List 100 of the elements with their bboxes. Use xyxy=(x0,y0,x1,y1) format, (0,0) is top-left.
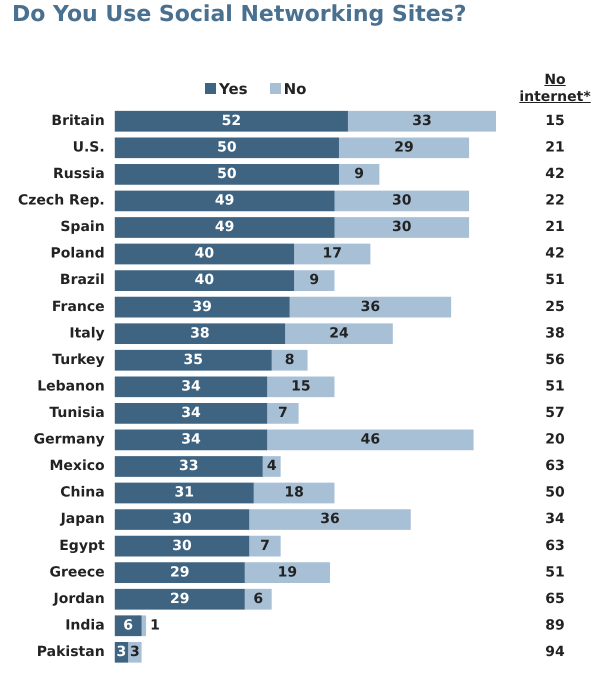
data-label: 6 xyxy=(123,617,134,634)
bar xyxy=(114,190,334,212)
data-label: 40 xyxy=(194,272,214,288)
data-label: 50 xyxy=(217,139,237,156)
legend-label: No xyxy=(282,80,306,98)
y-tick-label: Italy xyxy=(69,325,105,342)
bar xyxy=(114,509,250,530)
y-tick-label: Czech Rep. xyxy=(18,192,105,209)
text: 38 xyxy=(545,325,565,342)
bar xyxy=(338,164,380,185)
y-tick-label: Germany xyxy=(34,432,105,448)
bar xyxy=(114,164,339,185)
data-label: 24 xyxy=(329,325,349,342)
data-label: 36 xyxy=(320,511,340,528)
bar xyxy=(114,536,250,556)
bar xyxy=(254,482,334,504)
data-label: 36 xyxy=(360,298,380,315)
bar xyxy=(285,323,393,344)
bar xyxy=(272,350,308,371)
bar xyxy=(114,402,268,424)
bar xyxy=(114,456,263,477)
bar xyxy=(142,615,146,636)
text: 34 xyxy=(545,511,565,528)
y-tick-label: Greece xyxy=(49,564,105,580)
data-label: 9 xyxy=(309,272,320,288)
text: 25 xyxy=(545,298,565,315)
y-tick-label: Jordan xyxy=(52,590,105,607)
data-label: 40 xyxy=(194,246,214,262)
y-tick-label: Poland xyxy=(50,246,105,262)
y-tick-label: France xyxy=(52,298,105,315)
data-label: 49 xyxy=(214,219,234,236)
data-label: 46 xyxy=(360,432,380,448)
text: 63 xyxy=(545,458,565,474)
text: 42 xyxy=(545,246,565,262)
text: 51 xyxy=(545,564,565,580)
y-tick-label: Pakistan xyxy=(36,644,105,660)
text: 42 xyxy=(545,166,565,182)
y-tick-label: Lebanon xyxy=(37,378,105,394)
text: 94 xyxy=(545,644,565,660)
bar xyxy=(348,110,496,132)
data-label: 49 xyxy=(214,192,234,209)
legend-label: Yes xyxy=(218,80,248,98)
data-label: 34 xyxy=(181,378,201,394)
data-label: 8 xyxy=(284,352,295,368)
data-label: 30 xyxy=(392,192,412,209)
bar xyxy=(294,244,370,264)
data-label: 18 xyxy=(284,484,304,501)
y-tick-label: Brazil xyxy=(60,272,105,288)
bar xyxy=(114,350,272,371)
bar xyxy=(114,270,294,291)
data-label: 34 xyxy=(181,404,201,421)
data-label: 30 xyxy=(172,538,192,554)
bar xyxy=(114,376,268,398)
y-tick-label: Egypt xyxy=(59,538,105,554)
data-label: 19 xyxy=(278,564,298,580)
y-tick-label: China xyxy=(60,484,105,501)
text: 51 xyxy=(545,272,565,288)
y-tick-label: Turkey xyxy=(52,352,105,368)
bar xyxy=(290,296,452,318)
data-label: 29 xyxy=(170,590,190,607)
data-label: 35 xyxy=(183,352,203,368)
data-label: 52 xyxy=(222,112,242,129)
text: 56 xyxy=(545,352,565,368)
text: 15 xyxy=(545,112,565,129)
data-label: 6 xyxy=(253,590,264,607)
bar xyxy=(114,588,245,610)
text: 20 xyxy=(545,432,565,448)
text: 21 xyxy=(545,219,565,236)
data-label: 33 xyxy=(178,458,198,474)
data-label: 33 xyxy=(412,112,432,129)
bar xyxy=(114,562,245,584)
bar xyxy=(114,482,254,504)
data-label: 4 xyxy=(266,458,277,474)
y-tick-label: Britain xyxy=(51,112,105,129)
data-label: 1 xyxy=(150,617,160,634)
text: 21 xyxy=(545,139,565,156)
data-label: 34 xyxy=(181,432,201,448)
data-label: 9 xyxy=(354,166,364,182)
data-label: 39 xyxy=(192,298,212,315)
data-label: 29 xyxy=(170,564,190,580)
bar xyxy=(249,536,281,556)
text: 89 xyxy=(545,617,565,634)
data-label: 29 xyxy=(394,139,414,156)
y-tick-label: Spain xyxy=(60,219,105,236)
data-label: 15 xyxy=(291,378,311,394)
bar xyxy=(244,562,330,584)
y-tick-label: Russia xyxy=(53,166,105,182)
text: 57 xyxy=(545,404,565,421)
text: 50 xyxy=(545,484,565,501)
chart-title: Do You Use Social Networking Sites? xyxy=(12,2,468,27)
data-label: 30 xyxy=(392,219,412,236)
text: 51 xyxy=(545,378,565,394)
y-tick-label: U.S. xyxy=(72,139,105,156)
bar xyxy=(267,376,334,398)
text: No internet* xyxy=(518,72,592,106)
bar xyxy=(114,244,294,264)
data-label: 31 xyxy=(174,484,194,501)
text: 63 xyxy=(545,538,565,554)
data-label: 17 xyxy=(322,246,342,262)
data-label: 30 xyxy=(172,511,192,528)
